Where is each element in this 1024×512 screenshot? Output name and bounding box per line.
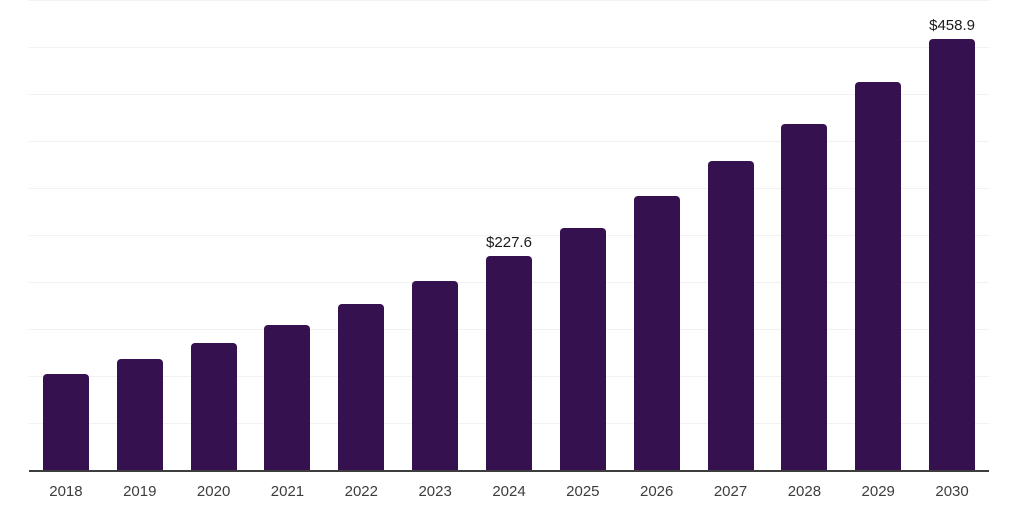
x-tick-2023: 2023 [418, 483, 452, 500]
gridline [29, 47, 989, 48]
x-tick-2027: 2027 [713, 483, 748, 500]
bar-2019 [116, 359, 163, 470]
bar-value-label-2030: $458.9 [929, 16, 976, 34]
bar-2024 [486, 256, 532, 470]
bar-2023 [412, 280, 459, 470]
x-tick-2021: 2021 [270, 483, 305, 500]
bar-2028 [781, 124, 828, 470]
bar-value-label-2024: $227.6 [486, 234, 532, 252]
bar-2029 [855, 82, 902, 470]
x-tick-2024: 2024 [492, 483, 526, 500]
x-axis: 2018 2019 2020 2021 2022 2023 2024 2025 2026 2027… [29, 484, 989, 504]
gridline [29, 0, 989, 1]
gridline [29, 141, 989, 142]
x-tick-2018: 2018 [49, 483, 83, 500]
x-tick-2019: 2019 [123, 483, 157, 500]
x-tick-2025: 2025 [566, 483, 600, 500]
bar-2027 [707, 161, 754, 470]
bar-2030 [929, 38, 976, 470]
bar-2026 [633, 196, 680, 470]
x-tick-2030: 2030 [935, 483, 969, 500]
bar-2020 [190, 343, 237, 470]
x-tick-2022: 2022 [344, 483, 378, 500]
plot-area: $227.6 $458.9 [29, 0, 989, 472]
x-tick-2026: 2026 [640, 483, 674, 500]
x-tick-2029: 2029 [861, 483, 895, 500]
bar-2025 [559, 228, 606, 470]
bar-2021 [264, 325, 311, 470]
gridline [29, 235, 989, 236]
x-tick-2020: 2020 [196, 483, 231, 500]
gridline [29, 188, 989, 189]
gridline [29, 94, 989, 95]
bar-2018 [42, 373, 89, 470]
x-tick-2028: 2028 [787, 483, 822, 500]
bar-2022 [338, 304, 385, 470]
